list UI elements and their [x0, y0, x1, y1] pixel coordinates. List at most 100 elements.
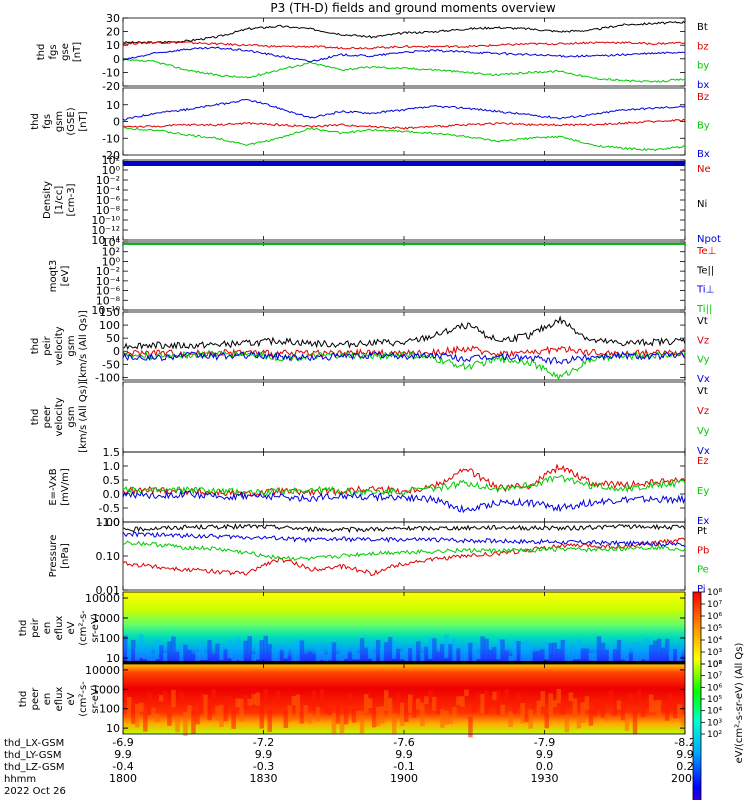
spectrogram-cell	[436, 651, 441, 659]
spectrogram-cell	[677, 648, 682, 664]
y-axis-label: en	[42, 693, 53, 706]
spectrogram-cell	[323, 703, 329, 714]
spectrogram-cell	[392, 640, 397, 659]
y-tick-label: 150	[99, 306, 120, 319]
y-tick-label: 10²	[102, 246, 120, 259]
spectrogram-cell	[383, 642, 389, 660]
colorbar-tick-label: 10⁴	[707, 707, 722, 717]
spectrogram-cell	[432, 638, 437, 662]
spectrogram-cell	[480, 693, 485, 714]
y-tick-label: -20	[102, 80, 120, 93]
legend-label: Vx	[697, 374, 710, 385]
spectrogram-cell	[656, 638, 662, 663]
spectrogram-cell	[211, 654, 216, 663]
spectrogram-cell	[681, 715, 686, 726]
spectrogram-cell	[596, 700, 602, 711]
spectrogram-cell	[468, 642, 473, 662]
spectrogram-cell	[484, 690, 489, 714]
legend-label: Pi	[697, 584, 706, 595]
colorbar-tick-label: 10²	[707, 730, 722, 740]
spectrogram-cell	[375, 706, 381, 727]
spectrogram-cell	[179, 648, 184, 663]
spectrogram-cell	[199, 640, 204, 661]
spectrogram-cell	[147, 647, 152, 662]
spectrogram-cell	[408, 648, 413, 661]
spectrogram-cell	[496, 690, 501, 715]
spectrogram-cell	[556, 648, 561, 661]
y-tick-label: 10⁻⁴	[96, 184, 121, 197]
x-tick-value-LX: -7.2	[253, 736, 274, 749]
y-axis-label: eflux	[54, 687, 65, 712]
colorbar: 10²10³10⁴10⁵10⁶10⁷10⁸10²10³10⁴10⁵10⁶10⁷1…	[692, 588, 745, 800]
y-tick-label: 20	[106, 26, 120, 39]
y-tick-label: 10⁻²	[96, 265, 120, 278]
spectrogram-cell	[616, 700, 622, 710]
x-tick-value-LZ: 0.0	[536, 760, 554, 773]
y-tick-label: 100	[99, 319, 120, 332]
spectrogram-cell	[283, 644, 289, 659]
spectrogram-cell	[371, 708, 377, 728]
spectrogram-cell	[239, 698, 244, 722]
y-tick-label: 0	[113, 116, 120, 129]
y-axis-label: [cm-3]	[66, 183, 77, 216]
spectrogram-cell	[532, 651, 537, 662]
spectrogram-cell	[215, 643, 220, 660]
spectrogram-cell	[223, 649, 228, 663]
spectrogram-cell	[424, 646, 429, 661]
y-tick-label: 10⁻⁶	[96, 194, 121, 207]
spectrogram-cell	[259, 705, 264, 729]
y-tick-label: 1.0	[103, 460, 121, 473]
legend-label: Vz	[697, 335, 709, 346]
spectrogram-cell	[420, 652, 425, 662]
legend-label: Ti⊥	[696, 285, 714, 296]
y-tick-label: 10⁰	[102, 255, 121, 268]
y-tick-label: -10	[102, 132, 120, 145]
spectrogram-cell	[620, 700, 626, 721]
y-axis-label: fgs	[48, 44, 59, 59]
legend-label: Bx	[697, 149, 710, 160]
spectrogram-cell	[564, 641, 570, 661]
spectrogram-cell	[412, 646, 417, 663]
spectrogram-cell	[187, 649, 192, 659]
spectrogram-cell	[604, 713, 610, 721]
spectrogram-cell	[127, 650, 132, 662]
spectrogram-cell	[179, 691, 184, 708]
spectrogram-cell	[640, 647, 646, 660]
series-line-Pi	[122, 531, 686, 548]
legend-label: by	[697, 61, 709, 72]
spectrogram-cell	[195, 712, 200, 725]
spectrogram-cell	[275, 690, 280, 702]
spectrogram-cell	[504, 689, 509, 700]
spectrogram-cell	[628, 694, 634, 705]
spectrogram-cell	[664, 699, 670, 721]
spectrogram-cell	[536, 651, 541, 664]
spectrogram-cell	[584, 696, 590, 710]
y-axis-label: [eV]	[60, 266, 71, 287]
spectrogram-cell	[343, 645, 349, 659]
spectrogram-cell	[524, 714, 529, 722]
colorbar-tick-label: 10³	[707, 718, 722, 728]
spectrogram-cell	[564, 715, 570, 733]
spectrogram-cell	[207, 698, 212, 721]
spectrogram-cell	[235, 637, 240, 661]
spectrogram-cell	[227, 695, 232, 704]
legend-label: Pe	[697, 565, 709, 576]
y-tick-label: -20	[102, 149, 120, 162]
x-tick-value-LY: 9.9	[676, 748, 694, 761]
spectrogram-cell	[416, 641, 421, 660]
colorbar-tick-label: 10⁷	[707, 672, 722, 682]
spectrogram-cell	[488, 695, 493, 707]
spectrogram-cell	[359, 711, 365, 734]
y-tick-label: 10000	[85, 592, 120, 605]
spectrogram-cell	[660, 705, 666, 712]
y-axis-label: sr-eV)	[90, 684, 101, 713]
x-tick-value-LX: -7.9	[534, 736, 555, 749]
y-axis-label: [1/cc]	[54, 186, 65, 215]
series-line-Vx	[122, 351, 686, 366]
spectrogram-cell	[536, 700, 541, 716]
spectrogram-cell	[307, 712, 313, 724]
spectrogram-cell	[416, 698, 421, 710]
y-tick-label: 10	[106, 722, 120, 735]
x-row-label: thd_LX-GSM	[4, 738, 64, 749]
spectrogram-cell	[203, 694, 208, 717]
